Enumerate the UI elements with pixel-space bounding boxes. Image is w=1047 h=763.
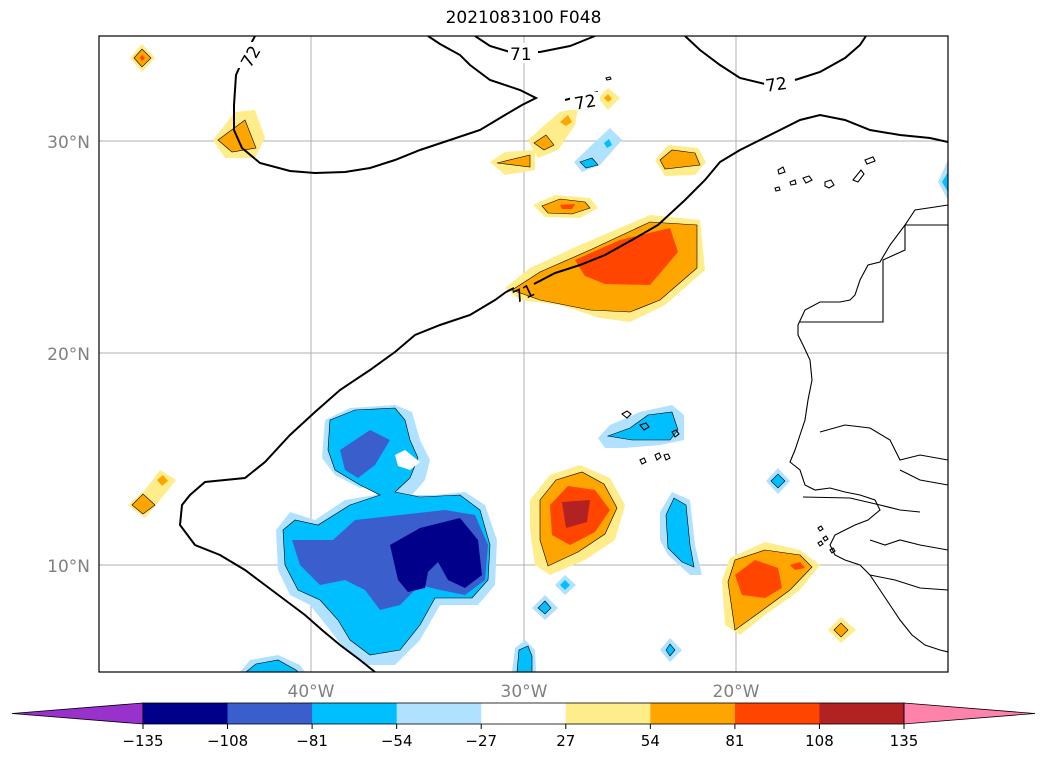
colorbar-segment	[481, 703, 567, 724]
coastlines	[605, 76, 948, 653]
contour-labels: 72 71 72 72 71	[230, 42, 794, 308]
longitude-labels: 40°W 30°W 20°W	[288, 682, 760, 702]
colorbar-segment	[819, 703, 905, 724]
colorbar-tick-label: 81	[725, 732, 744, 750]
colorbar-tick-label: 54	[641, 732, 660, 750]
colorbar-tick-label: −27	[465, 732, 497, 750]
lat-label-20n: 20°N	[47, 345, 90, 365]
colorbar-tick-label: −135	[122, 732, 163, 750]
colorbar-frame	[142, 702, 905, 725]
colorbar-extend-high	[903, 702, 1036, 725]
map-title: 2021083100 F048	[445, 8, 602, 28]
contour-label-71-a: 71	[510, 45, 532, 65]
lat-label-10n: 10°N	[47, 557, 90, 577]
colorbar-tick-label: 108	[805, 732, 834, 750]
colorbar-segment	[396, 703, 482, 724]
colorbar-segment	[734, 703, 820, 724]
contour-label-72-b: 72	[573, 91, 598, 114]
colorbar-tick-label: −108	[207, 732, 248, 750]
colorbar-segment	[565, 703, 651, 724]
map-frame	[98, 35, 949, 673]
lon-label-30w: 30°W	[501, 682, 548, 702]
lat-label-30n: 30°N	[47, 133, 90, 153]
colorbar-extend-low	[11, 702, 144, 725]
lon-label-20w: 20°W	[713, 682, 760, 702]
colorbar: −135 −108 −81 −54 −27 27 54 81 108 135	[11, 702, 1036, 750]
colorbar-segment	[650, 703, 736, 724]
colorbar-tick-label: −54	[381, 732, 413, 750]
colorbar-tick-label: 27	[556, 732, 575, 750]
lon-label-40w: 40°W	[288, 682, 335, 702]
positive-anomaly-patches	[128, 44, 856, 643]
colorbar-segment	[227, 703, 313, 724]
colorbar-tick-label: −81	[296, 732, 328, 750]
colorbar-segment	[143, 703, 229, 724]
colorbar-segment	[312, 703, 398, 724]
map-area: 72 71 72 72 71	[99, 36, 948, 672]
negative-anomaly-patches	[240, 128, 948, 672]
colorbar-tick-label: 135	[890, 732, 919, 750]
latitude-labels: 30°N 20°N 10°N	[47, 133, 90, 577]
contour-label-72-c: 72	[764, 74, 788, 97]
